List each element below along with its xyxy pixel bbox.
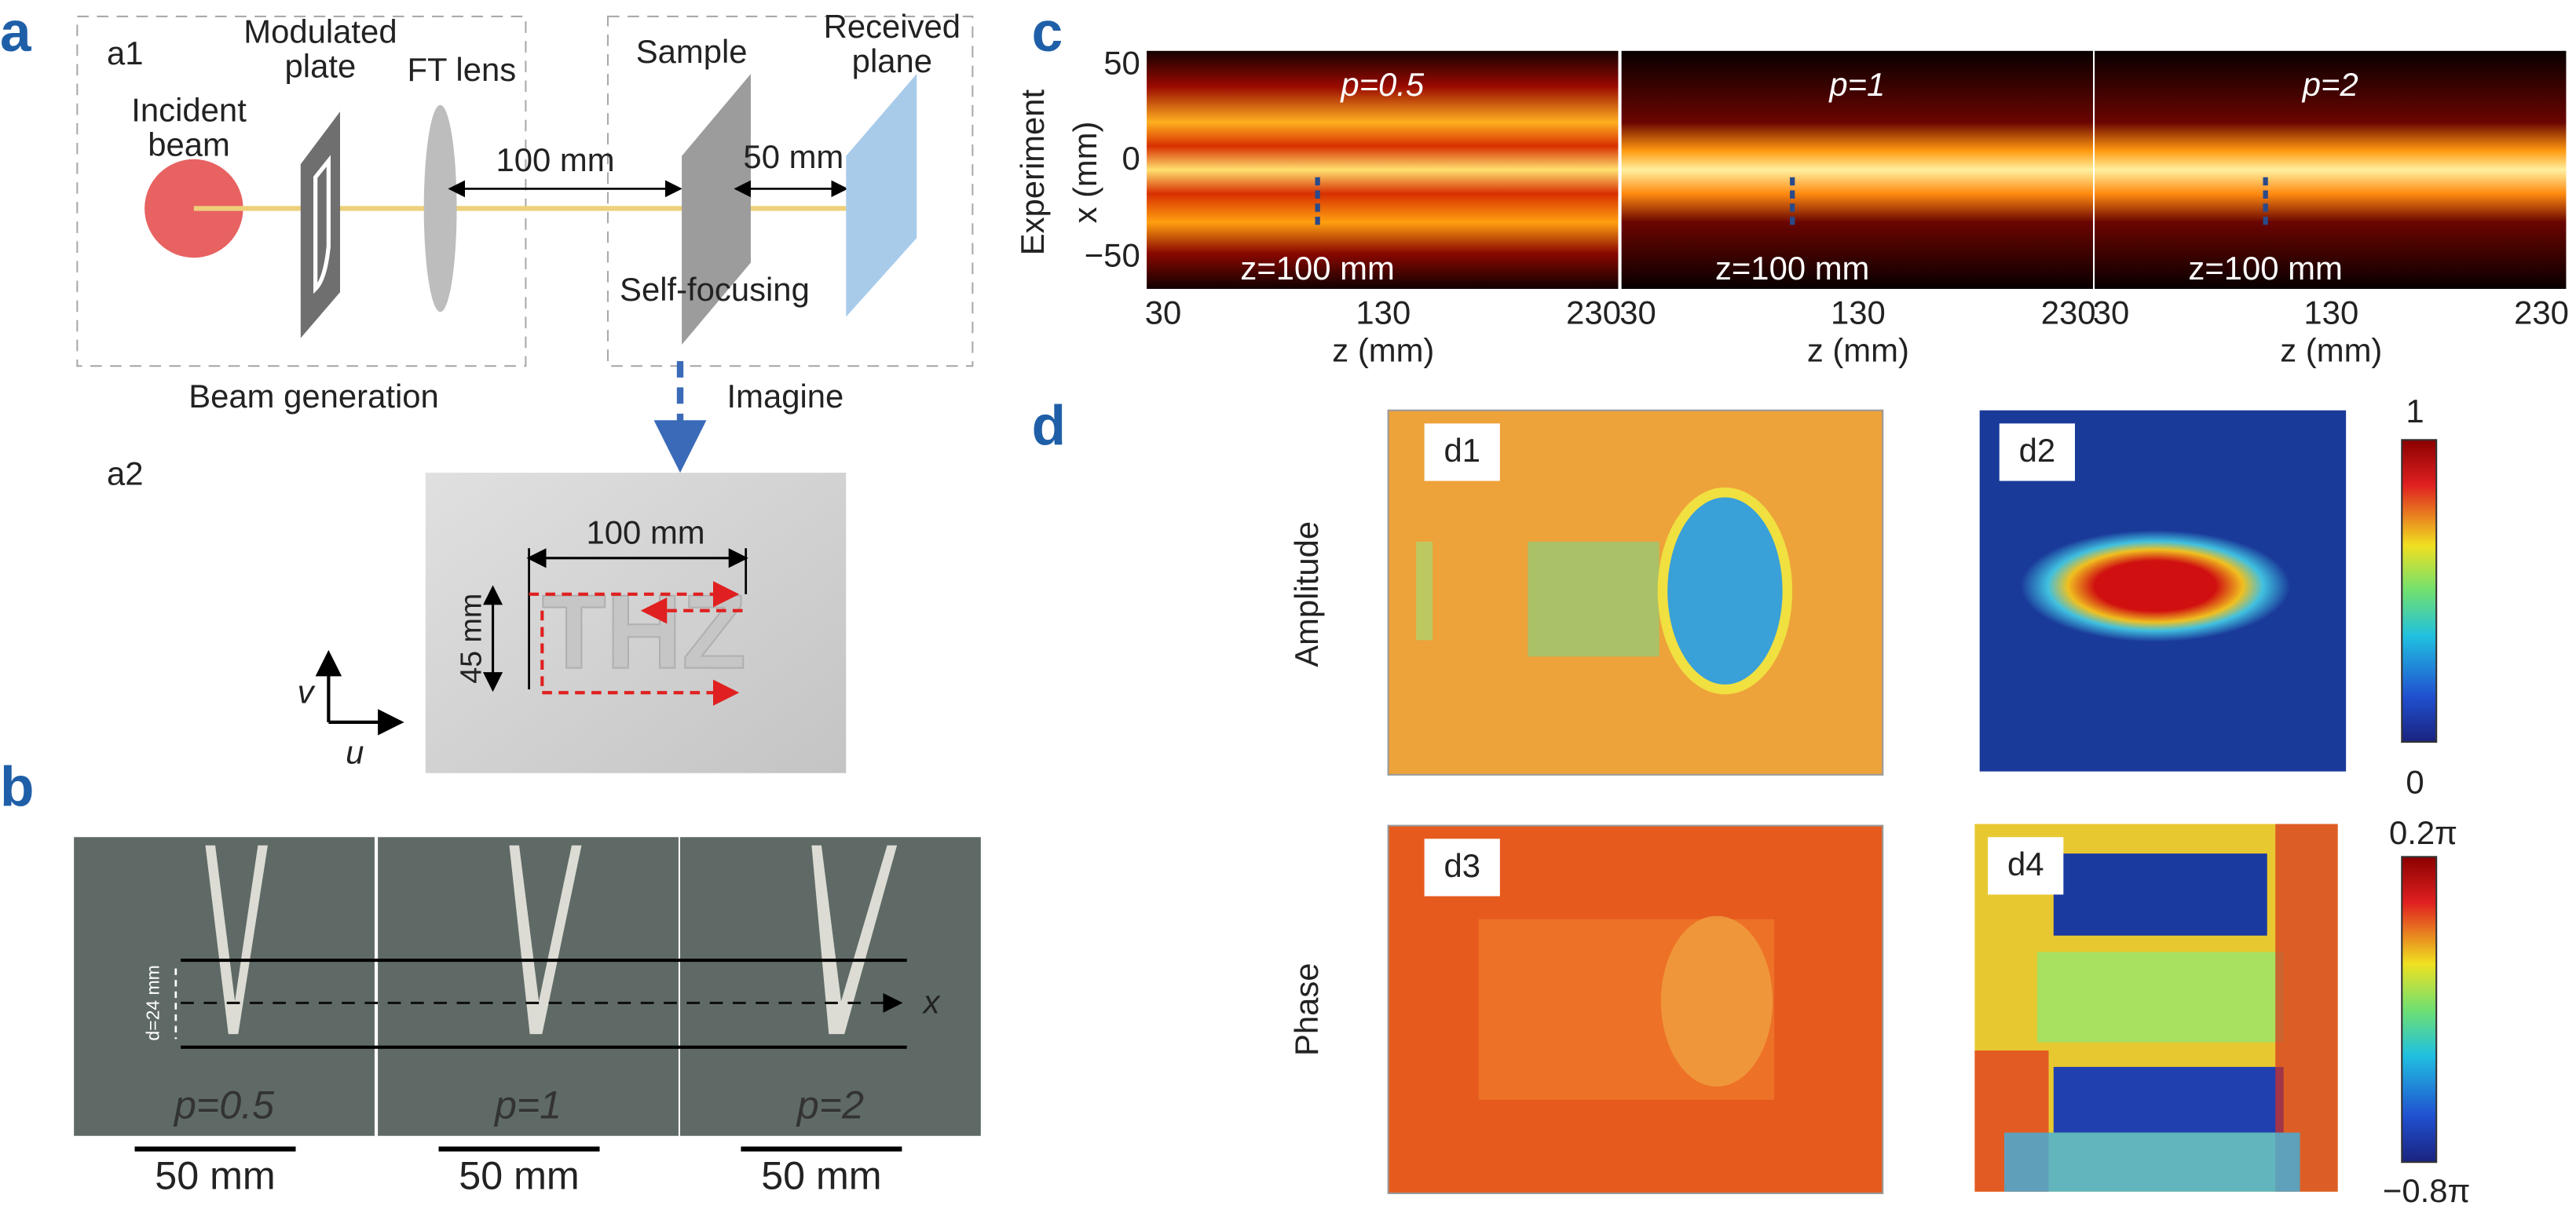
map-feature xyxy=(2053,1066,2284,1133)
heatmap xyxy=(2095,50,2567,289)
scale-label: 50 mm xyxy=(155,1153,275,1197)
axis-label: u xyxy=(346,734,364,771)
p-label: p=2 xyxy=(2301,66,2358,103)
incident-beam-label: Incident beam xyxy=(131,95,247,165)
x-tick-label: 130 xyxy=(1831,294,1886,331)
y-tick-label: 50 xyxy=(1103,45,1140,82)
map-feature xyxy=(1528,541,1659,657)
received-plane xyxy=(846,74,917,317)
p-label: p=1 xyxy=(1828,66,1885,103)
x-axis-label: z (mm) xyxy=(2280,332,2382,369)
map-feature xyxy=(1657,487,1793,695)
x-tick-label: 30 xyxy=(2093,294,2130,331)
modulated-plate-label: Modulated plate xyxy=(243,16,397,86)
row-label: Phase xyxy=(1288,963,1325,1056)
y-tick-label: −50 xyxy=(1085,236,1140,273)
subplot-label: d1 xyxy=(1444,432,1480,469)
dashed-box xyxy=(76,15,527,367)
subplot-label: d3 xyxy=(1444,847,1480,884)
distance-label: 50 mm xyxy=(743,138,843,175)
colorbar-label: 0.2π xyxy=(2389,814,2457,851)
modulated-plate xyxy=(300,111,341,338)
dashed-box xyxy=(606,15,974,367)
label-box xyxy=(1999,423,2075,481)
label-box xyxy=(1988,837,2064,895)
x-tick-label: 130 xyxy=(1356,294,1411,331)
ft-lens xyxy=(423,104,457,312)
sample-label: Sample xyxy=(636,33,748,70)
p-label: p=0.5 xyxy=(173,1083,275,1127)
row-label: Experiment xyxy=(1014,89,1051,255)
z-label: z=100 mm xyxy=(1715,250,1869,287)
x-tick-label: 30 xyxy=(1145,294,1182,331)
map-feature xyxy=(2053,853,2267,936)
plate-shape xyxy=(205,845,268,1035)
z-label: z=100 mm xyxy=(2188,250,2342,287)
x-tick-label: 230 xyxy=(2514,294,2569,331)
plot-group: 50 0 −50 p=0.5 z=100 mm 30 130 230 z (mm) p=1 z=10… xyxy=(1085,45,2569,369)
label-box xyxy=(1424,423,1500,481)
colorbar-label: −0.8π xyxy=(2383,1172,2470,1209)
axis-label: x xyxy=(922,984,942,1021)
p-label: p=1 xyxy=(493,1083,562,1127)
scale-label: 50 mm xyxy=(761,1153,881,1197)
self-focusing-label: Self-focusing xyxy=(620,271,810,308)
y-axis-label: x (mm) xyxy=(1067,122,1103,224)
colorbar-label: 0 xyxy=(2406,763,2424,800)
panel-label: b xyxy=(0,756,34,818)
plate-pattern xyxy=(313,155,331,294)
p-label: p=2 xyxy=(796,1083,864,1127)
colorbar-label: 1 xyxy=(2406,393,2424,429)
subplot-label: d2 xyxy=(2019,432,2056,469)
map-feature xyxy=(2036,952,2284,1043)
embossed-text: THZ xyxy=(542,574,746,691)
imaging-label: Imagine xyxy=(726,378,843,415)
plate-shape xyxy=(509,845,582,1035)
subplot-label: d4 xyxy=(2007,846,2044,882)
scale-label: 50 mm xyxy=(459,1153,579,1197)
colorbar xyxy=(2401,439,2438,744)
map-feature xyxy=(1416,541,1433,641)
map-feature xyxy=(1660,915,1773,1087)
distance-label: 100 mm xyxy=(496,141,614,178)
ft-lens-label: FT lens xyxy=(407,51,516,88)
subpanel-label: a2 xyxy=(107,455,144,491)
x-axis-label: z (mm) xyxy=(1807,332,1909,369)
axis-label: v xyxy=(298,673,316,710)
label-box: Received plane xyxy=(823,11,961,81)
x-tick-label: 30 xyxy=(1619,294,1656,331)
width-label: 100 mm xyxy=(587,514,705,551)
y-tick-label: 0 xyxy=(1122,140,1140,177)
sample xyxy=(682,74,751,345)
x-axis-label: z (mm) xyxy=(1332,332,1434,369)
z-label: z=100 mm xyxy=(1240,250,1394,287)
subpanel-label: a1 xyxy=(107,35,144,71)
map-feature xyxy=(2275,824,2338,1192)
label-box: Incident beam xyxy=(131,95,247,165)
panel-label: c xyxy=(1032,2,1063,64)
heatmap xyxy=(1621,50,2093,289)
colorbar xyxy=(2401,856,2438,1164)
height-label: 45 mm xyxy=(454,594,487,684)
row-label: Amplitude xyxy=(1288,521,1325,667)
panel-label: d xyxy=(1032,396,1066,458)
map-feature xyxy=(2020,530,2291,642)
label-box xyxy=(1424,839,1500,897)
label-box: Modulated plate xyxy=(243,16,397,86)
subplot-labels: d1 d2 d3 d4 xyxy=(1424,423,2075,897)
map-feature xyxy=(2004,1132,2300,1192)
heatmap xyxy=(1147,50,1619,289)
x-tick-label: 130 xyxy=(2303,294,2358,331)
x-tick-label: 230 xyxy=(1566,294,1621,331)
panel-label: a xyxy=(0,2,31,64)
plate-shape xyxy=(811,845,898,1035)
p-label: p=0.5 xyxy=(1339,66,1425,103)
x-tick-label: 230 xyxy=(2041,294,2096,331)
received-plane-label: Received plane xyxy=(823,11,961,81)
photo-group: p=0.5 50 mm p=1 50 mm p=2 50 mm xyxy=(74,837,981,1197)
spacing-label: d=24 mm xyxy=(143,965,163,1040)
beam-generation-label: Beam generation xyxy=(188,378,439,415)
